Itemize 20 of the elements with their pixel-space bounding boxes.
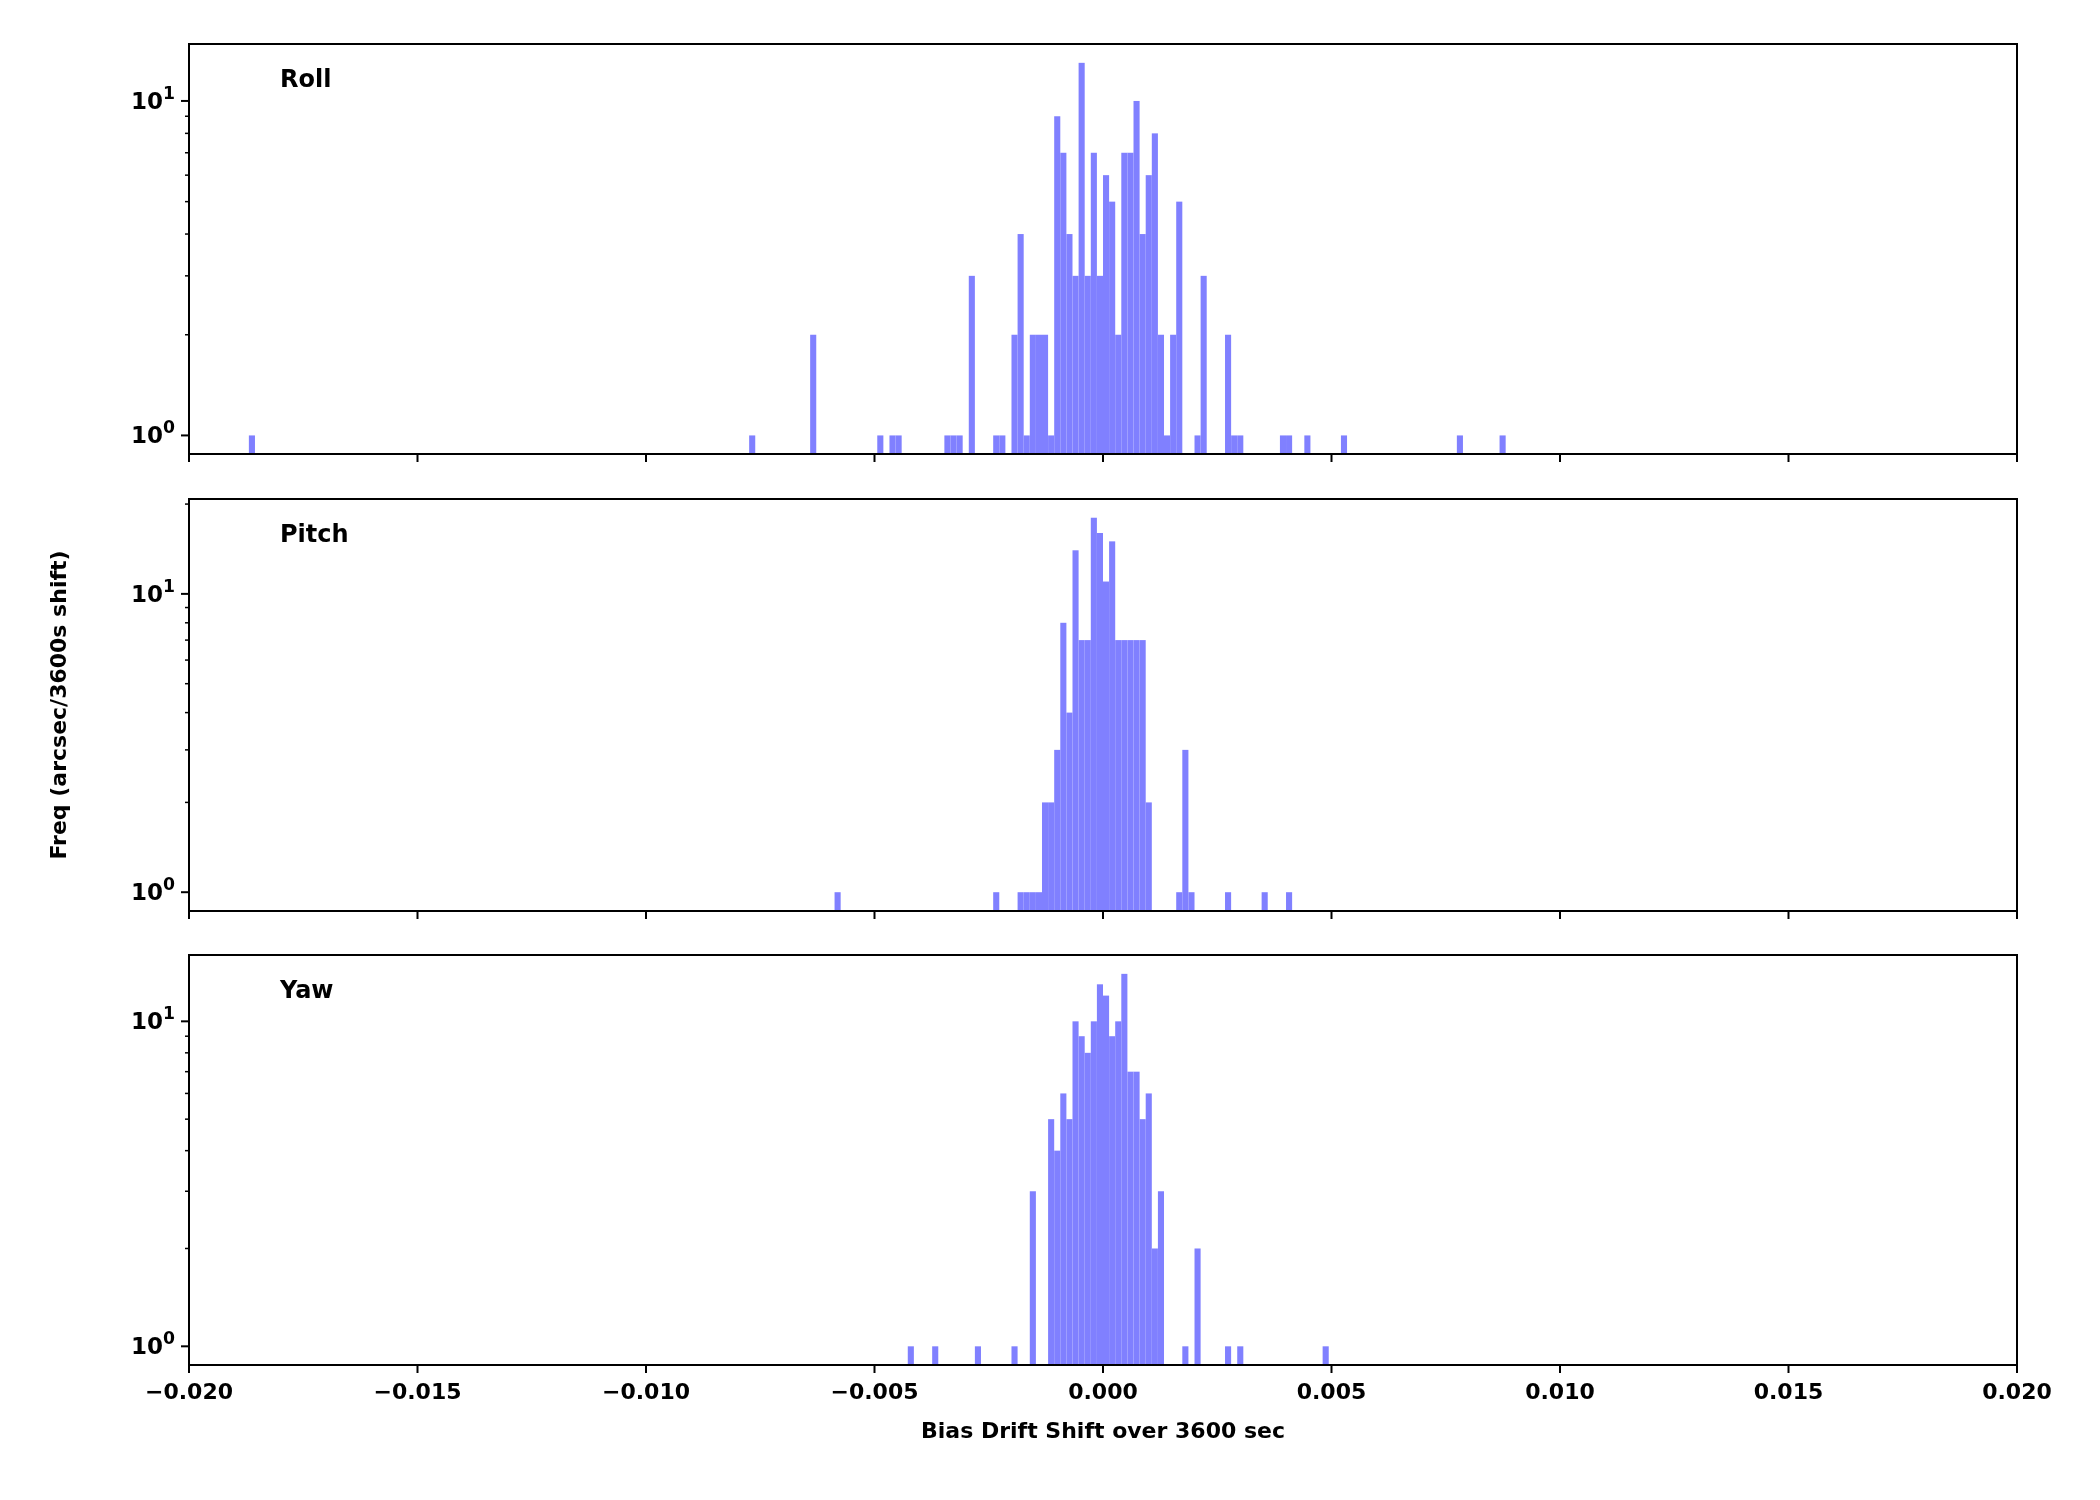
x-tick-label: 0.010 — [1525, 1379, 1595, 1404]
y-tick-label: 10$^{0}$ — [130, 417, 175, 449]
y-tick-label: 10$^{0}$ — [130, 1328, 175, 1360]
x-tick-label: −0.020 — [144, 1379, 234, 1404]
text: Yaw — [279, 976, 334, 1004]
y-tick-label: 10$^{0}$ — [130, 874, 175, 906]
x-tick-label: 0.020 — [1982, 1379, 2052, 1404]
x-axis-title: Bias Drift Shift over 3600 sec — [921, 1418, 1285, 1443]
text: Roll — [280, 65, 332, 93]
y-tick-label: 10$^{1}$ — [130, 82, 175, 114]
x-tick-label: −0.005 — [830, 1379, 919, 1404]
x-tick-label: −0.015 — [373, 1379, 462, 1404]
y-axis-title: Freq (arcsec/3600s shift) — [46, 550, 71, 860]
x-tick-label: 0.005 — [1296, 1379, 1367, 1404]
x-tick-label: 0.015 — [1753, 1379, 1824, 1404]
y-tick-label: 10$^{1}$ — [130, 1003, 175, 1035]
y-tick-label: 10$^{1}$ — [130, 575, 175, 607]
x-tick-label: 0.000 — [1068, 1379, 1138, 1404]
x-tick-label: −0.010 — [601, 1379, 691, 1404]
text: Pitch — [280, 520, 349, 548]
